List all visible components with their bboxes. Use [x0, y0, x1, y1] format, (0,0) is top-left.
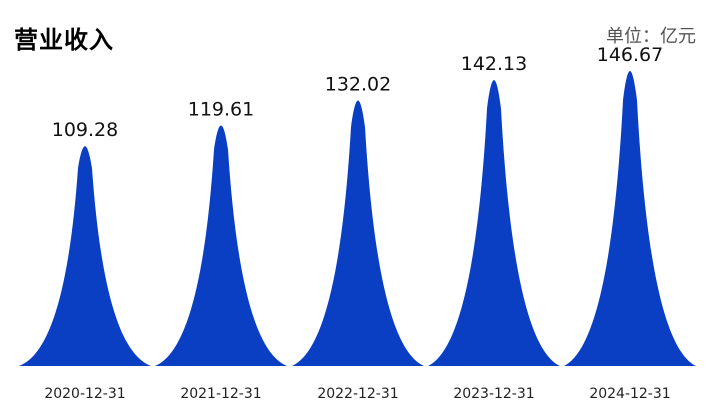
x-tick-label-2023-12-31: 2023-12-31: [453, 386, 534, 402]
value-label-2022-12-31: 132.02: [325, 74, 391, 96]
bar-2022-12-31: [292, 100, 424, 367]
chart-title: 营业收入: [14, 26, 114, 54]
bar-2021-12-31: [155, 125, 287, 366]
bar-2024-12-31: [564, 71, 696, 366]
value-label-2023-12-31: 142.13: [461, 53, 527, 75]
x-tick-label-2022-12-31: 2022-12-31: [317, 386, 398, 402]
bar-2023-12-31: [428, 80, 560, 366]
value-label-2021-12-31: 119.61: [188, 98, 254, 120]
value-label-2020-12-31: 109.28: [52, 119, 118, 141]
x-tick-label-2024-12-31: 2024-12-31: [589, 386, 670, 402]
value-label-2024-12-31: 146.67: [597, 44, 663, 66]
bar-2020-12-31: [19, 146, 151, 366]
x-tick-label-2021-12-31: 2021-12-31: [180, 386, 261, 402]
x-tick-label-2020-12-31: 2020-12-31: [44, 386, 125, 402]
unit-label: 单位：亿元: [606, 26, 696, 47]
